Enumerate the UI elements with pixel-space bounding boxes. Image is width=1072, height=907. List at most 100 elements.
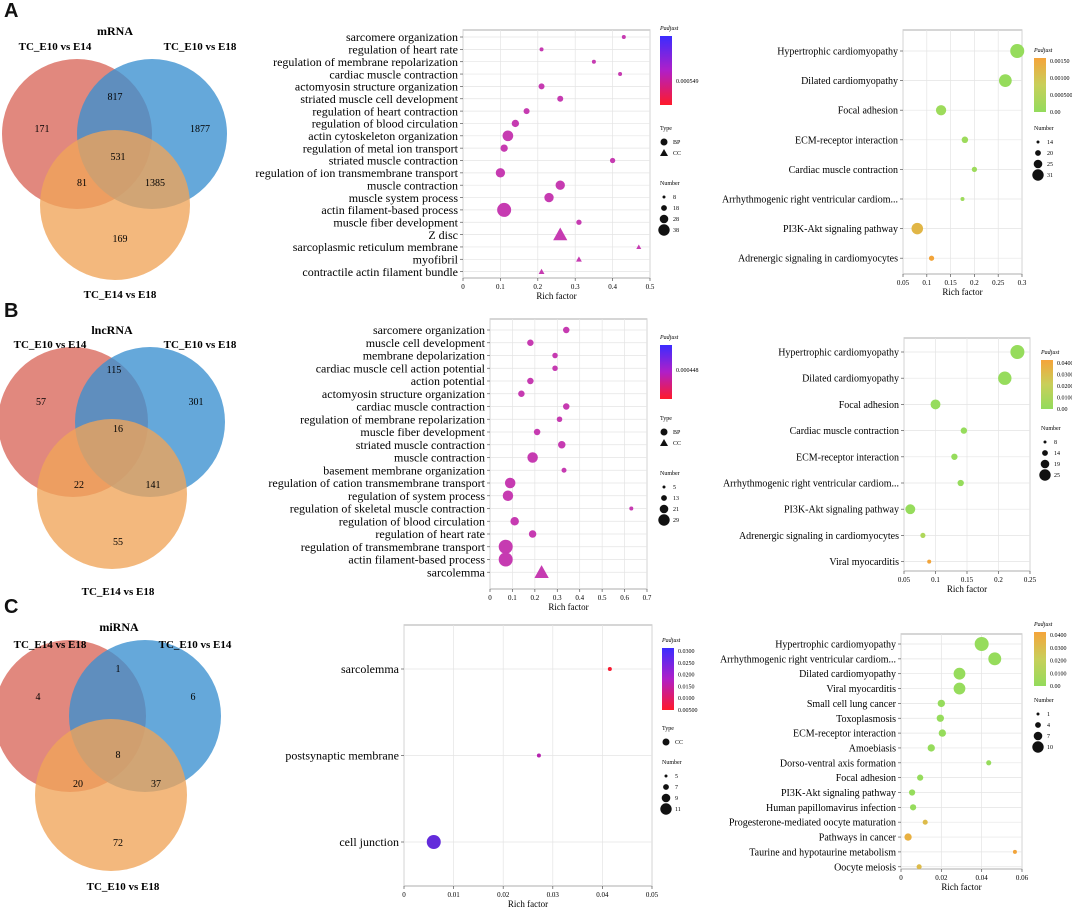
legend-size-circle bbox=[658, 224, 670, 236]
data-point bbox=[527, 339, 534, 346]
venn-a: mRNA TC_E10 vs E14 TC_E10 vs E18 TC_E14 vs … bbox=[2, 24, 237, 301]
data-point bbox=[986, 760, 992, 766]
legend-size-circle bbox=[1036, 712, 1040, 716]
legend: Padjust 0.0400 0.0300 0.0200 0.0100 0.00 Numbe… bbox=[1032, 622, 1067, 753]
data-point bbox=[511, 119, 520, 128]
venn-c: miRNA TC_E14 vs E18 TC_E10 vs E14 TC_E10 vs… bbox=[0, 620, 232, 893]
venn-set-label: TC_E14 vs E18 bbox=[14, 639, 87, 651]
legend-color-title: Padjust bbox=[659, 335, 679, 341]
venn-count-ac: 20 bbox=[73, 779, 83, 790]
category-label: Cardiac muscle contraction bbox=[790, 426, 899, 437]
data-point bbox=[497, 202, 512, 217]
x-tick-label: 0.1 bbox=[922, 279, 931, 287]
venn-set-label: TC_E10 vs E18 bbox=[164, 339, 237, 351]
x-tick-label: 0.06 bbox=[1016, 874, 1029, 882]
legend-color-tick: 0.0400 bbox=[1050, 633, 1067, 639]
category-label: regulation of membrane repolarization bbox=[300, 412, 485, 426]
venn-circle-3 bbox=[40, 130, 190, 280]
legend-size-circle bbox=[662, 195, 666, 199]
venn-title: miRNA bbox=[99, 620, 139, 634]
legend-type-label: BP bbox=[673, 140, 681, 146]
legend-color-title: Padjust bbox=[661, 638, 681, 644]
category-label: Adrenergic signaling in cardiomyocytes bbox=[738, 254, 898, 265]
category-label: sarcoplasmic reticulum membrane bbox=[293, 240, 458, 254]
dotplot-kegg-C: 0 0.02 0.04 0.06 Rich factor Hypertrophic car… bbox=[720, 622, 1067, 892]
data-point bbox=[927, 559, 932, 564]
category-label: Hypertrophic cardiomyopathy bbox=[775, 640, 896, 651]
venn-title: mRNA bbox=[97, 24, 133, 38]
data-point bbox=[555, 180, 565, 190]
legend-type-label: BP bbox=[673, 430, 681, 436]
category-label: Viral myocarditis bbox=[829, 557, 899, 568]
x-tick-label: 0.02 bbox=[497, 891, 510, 899]
x-tick-label: 0.01 bbox=[447, 891, 460, 899]
legend-size-label: 5 bbox=[675, 774, 678, 780]
venn-count-ac: 22 bbox=[74, 480, 84, 491]
legend-color-tick: 0.0300 bbox=[678, 649, 695, 655]
category-label: Oocyte meiosis bbox=[834, 862, 896, 873]
category-label: cardiac muscle contraction bbox=[356, 400, 485, 414]
legend-type-label: CC bbox=[673, 441, 681, 447]
data-point bbox=[495, 168, 506, 178]
legend-color-title: Padjust bbox=[1033, 622, 1053, 628]
data-point bbox=[938, 729, 947, 737]
legend-size-label: 25 bbox=[1054, 473, 1060, 479]
data-point bbox=[971, 166, 978, 173]
category-label: actin cytoskeleton organization bbox=[308, 129, 458, 143]
x-axis-label: Rich factor bbox=[536, 291, 576, 301]
plot-frame bbox=[462, 29, 651, 279]
dotplot-go-A: 0 0.1 0.2 0.3 0.4 0.5 Rich factor sarcomere org… bbox=[255, 26, 698, 301]
category-label: action potential bbox=[411, 374, 486, 388]
data-point bbox=[498, 539, 513, 554]
legend-color-tick: 0.0250 bbox=[678, 661, 695, 667]
category-label: cardiac muscle cell action potential bbox=[316, 361, 486, 375]
venn-count-a_only: 4 bbox=[36, 692, 41, 703]
data-point bbox=[961, 136, 969, 144]
venn-set-label: TC_E10 vs E14 bbox=[19, 41, 92, 53]
legend-size-title: Number bbox=[1034, 698, 1054, 704]
legend-size-label: 28 bbox=[673, 217, 679, 223]
x-tick-label: 0.3 bbox=[1018, 279, 1027, 287]
venn-count-c_only: 72 bbox=[113, 838, 123, 849]
legend-size-label: 4 bbox=[1047, 723, 1050, 729]
legend: Padjust 0.0400 0.0300 0.0200 0.0100 0.00 Numbe… bbox=[1039, 350, 1072, 481]
legend-type-title: Type bbox=[660, 416, 672, 422]
legend-color-tick: 0.00150 bbox=[1050, 59, 1070, 65]
legend-type-title: Type bbox=[660, 126, 672, 132]
dotplot-kegg-B: 0.05 0.1 0.15 0.2 0.25 Rich factor Hypertrophi… bbox=[723, 337, 1072, 594]
venn-count-a_only: 171 bbox=[35, 124, 50, 135]
x-tick-label: 0.1 bbox=[508, 594, 517, 602]
category-label: Z disc bbox=[428, 228, 458, 242]
category-label: regulation of heart contraction bbox=[312, 104, 458, 118]
data-point bbox=[908, 789, 916, 796]
legend-color-tick: 0.00 bbox=[1050, 684, 1061, 690]
x-tick-label: 0.05 bbox=[898, 576, 911, 584]
legend-size-label: 9 bbox=[675, 796, 678, 802]
venn-set-label: TC_E14 vs E18 bbox=[84, 289, 157, 301]
category-label: contractile actin filament bundle bbox=[302, 265, 458, 279]
data-point bbox=[930, 399, 941, 410]
data-point bbox=[974, 637, 989, 651]
data-point bbox=[523, 108, 530, 115]
x-tick-label: 0.04 bbox=[976, 874, 989, 882]
data-point bbox=[504, 477, 516, 489]
legend-size-circle bbox=[1035, 150, 1041, 156]
category-label: Cardiac muscle contraction bbox=[789, 165, 898, 176]
x-axis-label: Rich factor bbox=[548, 602, 588, 612]
data-point bbox=[905, 504, 916, 515]
data-point bbox=[539, 47, 544, 52]
legend-size-label: 7 bbox=[675, 785, 678, 791]
data-point bbox=[937, 699, 945, 708]
data-point-triangle bbox=[534, 565, 549, 578]
legend-size-circle bbox=[1033, 731, 1043, 741]
data-point bbox=[998, 74, 1012, 87]
legend-size-label: 19 bbox=[1054, 462, 1060, 468]
legend-size-circle bbox=[659, 504, 669, 514]
category-label: Toxoplasmosis bbox=[836, 714, 896, 725]
category-label: regulation of system process bbox=[348, 489, 485, 503]
data-point bbox=[1012, 849, 1017, 854]
category-label: Pathways in cancer bbox=[819, 833, 897, 844]
category-label: actin filament-based process bbox=[321, 203, 458, 217]
category-label: cell junction bbox=[339, 835, 399, 849]
venn-count-c_only: 169 bbox=[113, 234, 128, 245]
